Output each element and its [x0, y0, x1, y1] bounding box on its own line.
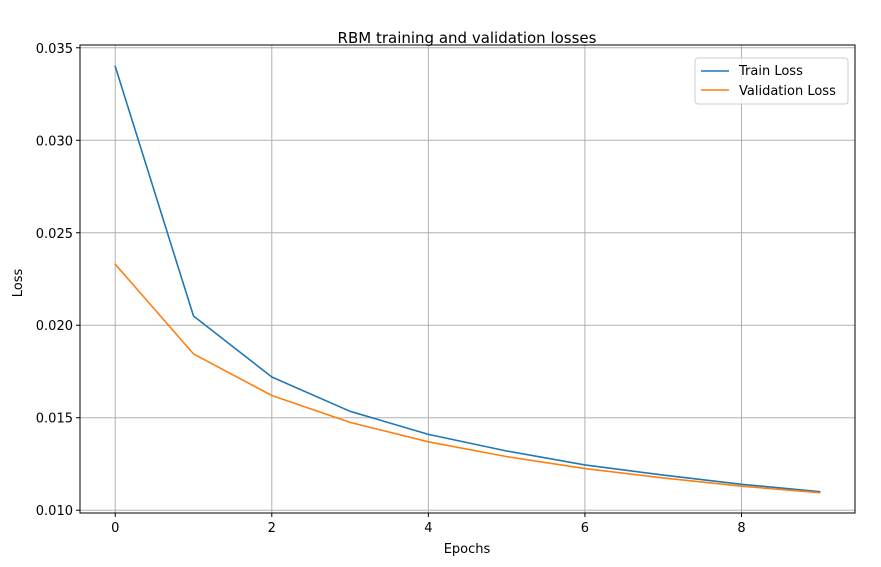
y-tick-label: 0.010	[36, 504, 73, 519]
y-tick-label: 0.030	[36, 134, 73, 149]
grid	[80, 45, 855, 513]
series-line-train-loss	[114, 65, 821, 493]
series-layer	[114, 65, 821, 494]
y-tick-label: 0.035	[36, 42, 73, 57]
x-axis: 0 2 4 6 8	[111, 513, 746, 536]
y-tick-label: 0.020	[36, 319, 73, 334]
x-tick-label: 4	[424, 521, 432, 536]
x-tick-label: 6	[581, 521, 589, 536]
legend: Train Loss Validation Loss	[694, 57, 849, 105]
legend-label-validation-loss: Validation Loss	[739, 84, 836, 99]
y-axis: 0.010 0.015 0.020 0.025 0.030 0.035	[36, 42, 80, 519]
y-axis-label: Loss	[11, 269, 26, 298]
series-line-validation-loss	[114, 263, 821, 494]
y-tick-label: 0.015	[36, 412, 73, 427]
y-tick-label: 0.025	[36, 227, 73, 242]
x-tick-label: 8	[737, 521, 745, 536]
legend-box	[694, 57, 849, 105]
chart-title: RBM training and validation losses	[338, 29, 597, 47]
x-tick-label: 0	[111, 521, 119, 536]
x-tick-label: 2	[268, 521, 276, 536]
x-axis-label: Epochs	[444, 542, 491, 557]
legend-label-train-loss: Train Loss	[738, 64, 803, 79]
plot-frame	[79, 44, 856, 514]
